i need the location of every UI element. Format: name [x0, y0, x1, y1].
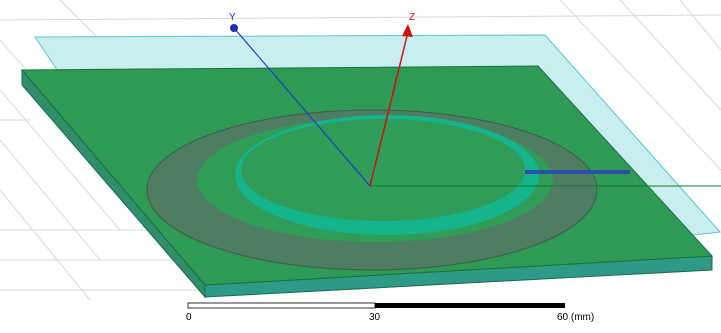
- viewport: Y Z 0 30 60 (mm): [0, 0, 721, 333]
- feed-line: [525, 170, 630, 174]
- scale-label: 60 (mm): [557, 312, 594, 323]
- scale-label: 0: [186, 312, 192, 323]
- scale-segment-white: [188, 303, 375, 308]
- scale-label: 30: [369, 312, 381, 323]
- scale-segment-black: [375, 303, 565, 308]
- y-axis-head: [230, 24, 238, 32]
- z-axis-label: Z: [409, 12, 415, 23]
- y-axis-label: Y: [229, 12, 236, 23]
